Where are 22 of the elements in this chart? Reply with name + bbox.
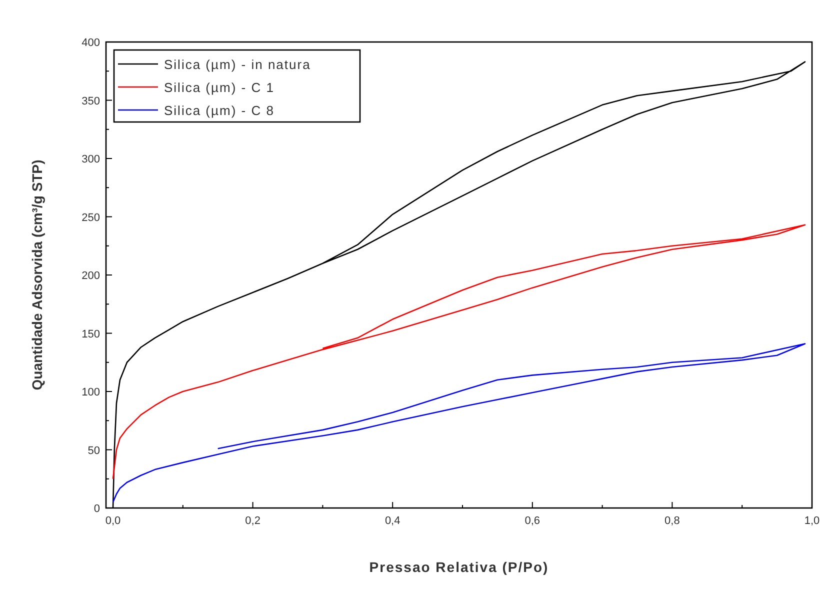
x-tick-label: 0,2 [245, 515, 260, 527]
x-tick-label: 1,0 [804, 515, 820, 527]
x-tick-label: 0,6 [524, 515, 540, 527]
y-tick-label: 100 [82, 386, 100, 398]
y-tick-label: 350 [82, 95, 100, 108]
x-tick-label: 0,4 [384, 515, 400, 527]
line-series [112, 224, 806, 480]
y-axis-title: Quantidade Adsorvida (cm³/g STP) [29, 160, 45, 390]
legend-label: Silica (µm) - in natura [164, 57, 311, 72]
x-tick-label: 0,8 [664, 515, 680, 527]
y-tick-label: 400 [82, 37, 100, 49]
x-tick-label: 0,0 [105, 515, 121, 527]
legend-label: Silica (µm) - C 8 [164, 103, 274, 118]
y-tick-label: 0 [94, 503, 100, 515]
legend-label: Silica (µm) - C 1 [164, 80, 274, 95]
line-series [112, 343, 806, 503]
y-tick-label: 150 [82, 328, 100, 340]
y-tick-label: 50 [88, 444, 100, 457]
y-tick-label: 250 [82, 212, 100, 224]
y-tick-label: 200 [82, 270, 100, 282]
x-axis-title: Pressao Relativa (P/Po) [369, 559, 549, 575]
y-tick-label: 300 [82, 154, 100, 166]
